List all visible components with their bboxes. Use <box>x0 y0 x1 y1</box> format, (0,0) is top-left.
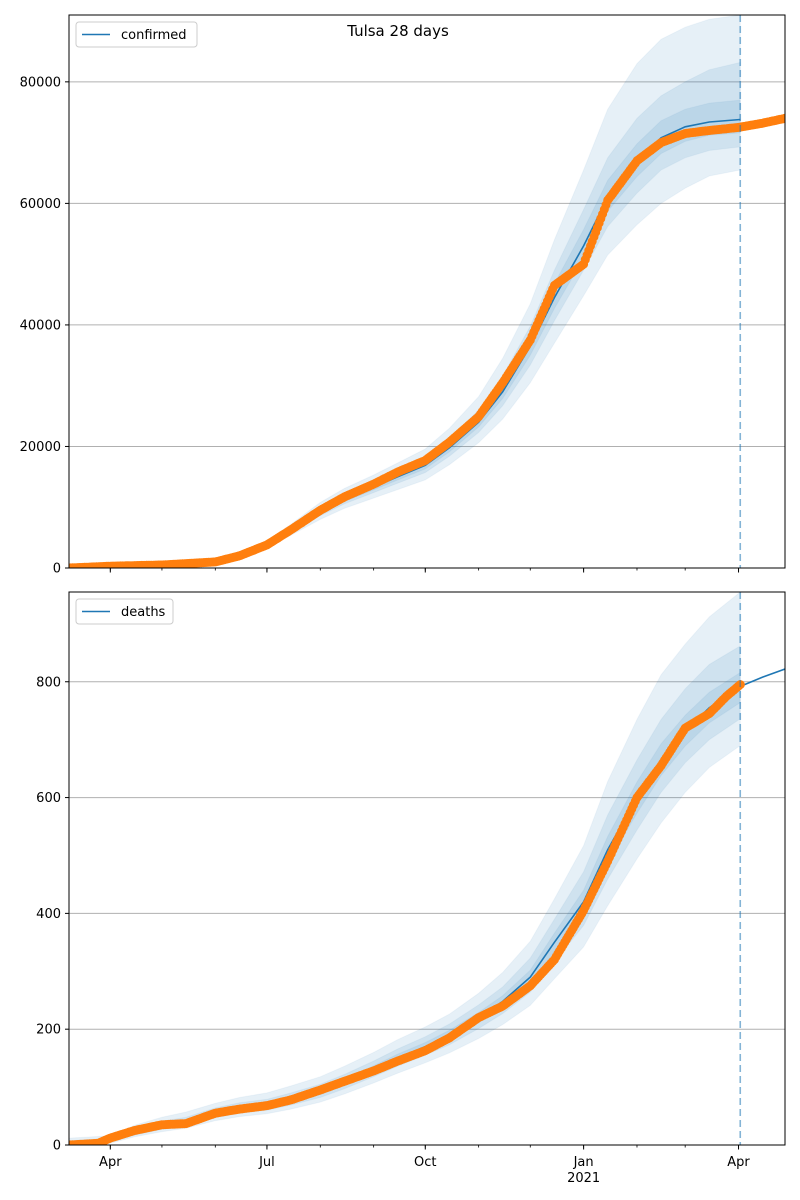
y-tick-label: 800 <box>36 675 61 690</box>
legend-label: deaths <box>121 605 166 620</box>
x-tick-label: Jan <box>573 1155 594 1170</box>
x-tick-label: Jul <box>258 1155 275 1170</box>
plot-area <box>69 592 785 1145</box>
y-tick-label: 80000 <box>20 75 61 90</box>
confirmed-panel: 0 20000 40000 60000 80000 confirmed <box>20 14 786 577</box>
axes-frame <box>68 14 786 569</box>
plot-area <box>69 15 785 568</box>
forecast-line <box>739 668 785 688</box>
y-tick-label: 20000 <box>20 440 61 455</box>
y-tick-label: 40000 <box>20 318 61 333</box>
x-tick-label: Apr <box>99 1155 122 1170</box>
confidence-band-3 <box>69 99 741 568</box>
y-tick-label: 0 <box>53 562 61 577</box>
x-tick-label: Oct <box>414 1155 436 1170</box>
x-tick-sublabel: 2021 <box>567 1171 600 1186</box>
x-tick-label: Apr <box>727 1155 750 1170</box>
y-tick-label: 400 <box>36 907 61 922</box>
legend-box <box>75 21 198 48</box>
confidence-band-2 <box>69 61 741 568</box>
legend-label: confirmed <box>121 28 187 43</box>
legend-box <box>75 598 174 625</box>
confidence-band-1 <box>69 15 741 568</box>
y-tick-label: 60000 <box>20 197 61 212</box>
axes-frame <box>68 591 786 1146</box>
observed-point <box>780 113 785 123</box>
y-tick-label: 0 <box>53 1139 61 1154</box>
y-tick-label: 600 <box>36 791 61 806</box>
figure-title: Tulsa 28 days <box>346 22 449 40</box>
y-tick-label: 200 <box>36 1023 61 1038</box>
